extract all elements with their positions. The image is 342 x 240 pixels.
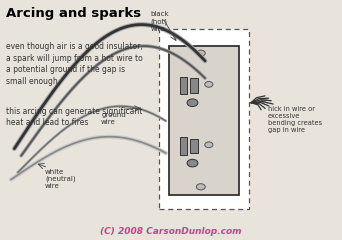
Circle shape [187,159,198,167]
Circle shape [205,142,213,148]
Bar [180,137,187,155]
Text: even though air is a good insulator,
a spark will jump from a hot wire to
a pote: even though air is a good insulator, a s… [6,42,143,86]
Bar [190,78,198,93]
Text: ground
wire: ground wire [101,112,126,125]
Bar [169,46,239,195]
Text: black
(hot)
wire: black (hot) wire [150,12,169,32]
Circle shape [187,99,198,107]
Bar [159,29,249,210]
Circle shape [205,82,213,87]
Circle shape [196,184,205,190]
Text: nick in wire or
excessive
bending creates
gap in wire: nick in wire or excessive bending create… [268,106,322,133]
Text: (C) 2008 CarsonDunlop.com: (C) 2008 CarsonDunlop.com [100,227,242,236]
Circle shape [196,50,205,56]
Text: Arcing and sparks: Arcing and sparks [6,7,141,20]
Text: this arcing can generate significant
heat and lead to fires: this arcing can generate significant hea… [6,107,142,127]
Text: white
(neutral)
wire: white (neutral) wire [45,169,76,189]
Bar [180,77,187,95]
Bar [190,139,198,153]
